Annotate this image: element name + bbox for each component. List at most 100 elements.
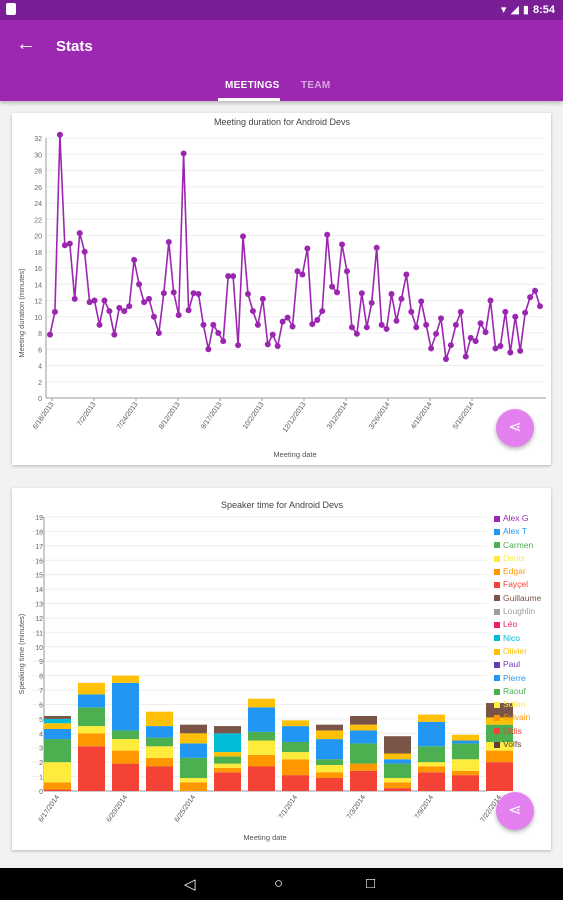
bar-segment — [112, 682, 139, 731]
share-button[interactable]: ⋖ — [496, 792, 534, 830]
system-nav-bar: ◁ ○ □ — [0, 868, 563, 900]
legend-label: Pierre — [503, 672, 526, 683]
bar-segment — [282, 775, 309, 791]
bar-segment — [248, 707, 275, 732]
bar-segment — [282, 726, 309, 742]
legend-swatch — [494, 701, 500, 708]
chart-legend: Alex G Alex T Carmen Denis Edgar Fayçel Guilla… — [494, 512, 541, 751]
legend-swatch — [494, 542, 500, 549]
data-point — [487, 297, 494, 304]
data-point — [413, 324, 420, 331]
bar-segment — [78, 682, 105, 695]
bar-segment — [282, 752, 309, 760]
legend-swatch — [494, 608, 500, 615]
y-tick-label: 28 — [34, 169, 42, 176]
bar-segment — [452, 759, 479, 771]
y-tick-label: 16 — [34, 266, 42, 273]
data-point — [477, 320, 484, 327]
legend-label: Volfs — [503, 739, 522, 750]
legend-swatch — [494, 568, 500, 575]
bar-segment — [316, 730, 343, 740]
bar-segment — [180, 743, 207, 758]
legend-item: Edgar — [494, 565, 541, 578]
bar-segment — [418, 714, 445, 722]
bar-segment — [180, 778, 207, 783]
data-point — [66, 240, 73, 247]
battery-icon: ▮ — [522, 4, 529, 16]
data-point — [249, 308, 256, 315]
legend-item: Nico — [494, 632, 541, 645]
data-point — [131, 256, 138, 263]
bar-segment — [384, 753, 411, 760]
data-point — [61, 242, 68, 249]
nav-recents-icon[interactable]: □ — [366, 875, 376, 892]
y-tick-label: 15 — [35, 573, 43, 580]
data-point — [343, 268, 350, 275]
data-point — [348, 324, 355, 331]
bar-segment — [486, 762, 513, 791]
tab-meetings[interactable]: MEETINGS — [225, 80, 280, 91]
legend-label: Alex T — [503, 526, 527, 537]
bar-segment — [350, 716, 377, 725]
data-point — [145, 295, 152, 302]
data-point — [259, 295, 266, 302]
data-point — [442, 356, 449, 362]
bar-segment — [44, 762, 71, 783]
legend-item: Uldis — [494, 725, 541, 738]
data-point — [299, 271, 306, 278]
data-point — [398, 295, 405, 302]
bar-segment — [316, 759, 343, 766]
bar-segment — [180, 782, 207, 791]
data-point — [329, 283, 336, 290]
y-tick-label: 14 — [35, 587, 43, 594]
data-point — [126, 303, 133, 310]
bar-segment — [350, 763, 377, 771]
nav-home-icon[interactable]: ○ — [274, 875, 284, 892]
data-point — [200, 321, 207, 328]
bar-segment — [78, 707, 105, 727]
legend-item: Volfs — [494, 738, 541, 751]
legend-swatch — [494, 741, 500, 748]
legend-label: Léo — [503, 619, 518, 630]
data-point — [482, 329, 489, 336]
legend-label: Fayçel — [503, 579, 529, 590]
bar-segment — [78, 733, 105, 747]
x-tick-label: 8/12/2013 — [158, 401, 182, 431]
data-point — [244, 291, 251, 297]
legend-label: Denis — [503, 552, 525, 563]
nav-back-icon[interactable]: ◁ — [184, 876, 196, 893]
data-point — [230, 273, 237, 280]
data-point — [170, 289, 177, 296]
data-point — [467, 334, 474, 341]
y-tick-label: 32 — [34, 136, 42, 143]
meeting-duration-card: Meeting duration for Android Devs Meetin… — [12, 113, 551, 465]
data-point — [408, 308, 415, 315]
data-point — [512, 313, 519, 320]
bar-segment — [146, 746, 173, 758]
data-point — [185, 307, 192, 314]
arrow-back-icon[interactable]: ← — [16, 33, 36, 55]
y-tick-label: 4 — [39, 731, 43, 738]
data-point — [393, 317, 400, 324]
bar-segment — [44, 789, 71, 791]
legend-item: Paul — [494, 658, 541, 671]
tab-indicator — [218, 98, 280, 101]
data-point — [304, 245, 311, 252]
status-bar: ▾ ◢ ▮ 8:54 — [0, 0, 563, 20]
data-point — [368, 299, 375, 306]
data-point — [56, 131, 63, 138]
bar-segment — [180, 733, 207, 744]
bar-segment — [248, 740, 275, 755]
legend-label: Raouf — [503, 685, 526, 696]
data-point — [136, 281, 143, 288]
x-tick-label: 3/26/2014 — [368, 401, 392, 431]
legend-item: Loughlin — [494, 605, 541, 618]
tab-team[interactable]: TEAM — [301, 80, 331, 91]
data-point — [76, 230, 83, 237]
data-point — [91, 297, 98, 304]
y-tick-label: 8 — [38, 331, 42, 338]
share-button[interactable]: ⋖ — [496, 409, 534, 447]
data-point — [423, 321, 430, 328]
bar-segment — [452, 770, 479, 776]
bar-segment — [350, 743, 377, 764]
